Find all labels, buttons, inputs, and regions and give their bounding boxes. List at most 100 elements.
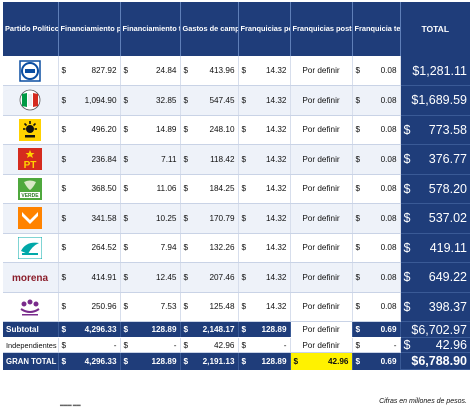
currency-sign: $ — [355, 340, 361, 350]
currency-sign: $ — [355, 154, 361, 164]
currency-sign: $ — [123, 213, 129, 223]
ordinarias-cell-value: 250.96 — [91, 302, 117, 312]
party-row: $1,094.90 $32.85 $547.45 $14.32 Por defi… — [3, 85, 470, 116]
total-cell-value: $1,281.11 — [412, 63, 467, 78]
currency-sign: $ — [61, 325, 67, 334]
gran-total-postales-campana-value: 42.96 — [328, 356, 349, 366]
currency-sign: $ — [183, 302, 189, 312]
currency-sign: $ — [61, 95, 67, 105]
ordinarias-cell-value: 341.58 — [91, 213, 117, 223]
telegrafica-cell: $0.08 — [352, 174, 401, 204]
especificas-cell-value: 7.11 — [161, 154, 177, 164]
postales-ordinario-cell: $14.32 — [238, 56, 291, 86]
especificas-cell: $12.45 — [120, 262, 181, 293]
postales-ordinario-cell-value: 14.32 — [266, 302, 287, 312]
currency-sign: $ — [241, 95, 247, 105]
currency-sign: $ — [241, 356, 247, 366]
especificas-cell: $7.11 — [120, 144, 181, 175]
campana-cell-value: 248.10 — [209, 125, 235, 135]
gran-total-ordinarias-value: 4,296.33 — [84, 356, 117, 366]
total-cell-value: 537.02 — [428, 211, 467, 226]
especificas-cell-value: 11.06 — [156, 184, 177, 194]
especificas-cell-value: 10.25 — [156, 213, 177, 223]
subtotal-postales-ordinario-value: 128.89 — [261, 325, 287, 334]
total-cell-value: 649.22 — [428, 270, 467, 285]
postales-campana-cell: Por definir — [290, 203, 353, 234]
ordinarias-cell: $1,094.90 — [58, 85, 121, 116]
currency-sign: $ — [355, 356, 361, 366]
total-cell: $773.58 — [400, 115, 470, 145]
currency-sign: $ — [183, 95, 189, 105]
telegrafica-cell-value: 0.08 — [380, 272, 397, 282]
svg-text:VERDE: VERDE — [22, 193, 40, 199]
header-especificas: Financiamiento total para Actividades Es… — [120, 2, 181, 56]
currency-sign: $ — [183, 243, 189, 253]
currency-sign: $ — [241, 243, 247, 253]
total-cell: $42.96 — [400, 337, 470, 353]
currency-sign: $ — [241, 184, 247, 194]
currency-sign: $ — [183, 66, 189, 75]
party-row: $496.20 $14.89 $248.10 $14.32 Por defini… — [3, 115, 470, 145]
independientes-postales-ordinario: $ - — [238, 337, 291, 353]
postales-ordinario-cell: $14.32 — [238, 262, 291, 293]
currency-sign: $ — [123, 125, 129, 135]
pri-logo — [3, 85, 59, 116]
header-telegrafica: Franquicia telegráfica — [352, 2, 401, 56]
currency-sign: $ — [123, 302, 129, 312]
postales-campana-cell: Por definir — [290, 292, 353, 322]
total-cell-value: $1,689.59 — [411, 93, 467, 108]
postales-ordinario-cell-value: 14.32 — [266, 66, 287, 75]
independientes-telegrafica: $ - — [352, 337, 401, 353]
telegrafica-cell: $0.08 — [352, 85, 401, 116]
header-postales-ordinario: Franquicias postales (ordinario) — [238, 2, 291, 56]
telegrafica-cell-value: 0.08 — [380, 213, 397, 223]
postales-campana-cell: Por definir — [290, 174, 353, 204]
currency-sign: $ — [355, 243, 361, 253]
currency-sign: $ — [403, 270, 411, 285]
postales-ordinario-cell-value: 14.32 — [266, 95, 287, 105]
independientes-ordinarias-value: - — [113, 340, 117, 350]
telegrafica-cell-value: 0.08 — [380, 184, 397, 194]
total-cell-value: 376.77 — [428, 152, 467, 167]
currency-sign: $ — [123, 325, 129, 334]
party-row: $250.96 $7.53 $125.48 $14.32 Por definir… — [3, 292, 470, 322]
currency-sign: $ — [241, 272, 247, 282]
especificas-cell-value: 7.94 — [160, 243, 177, 253]
total-cell: $537.02 — [400, 203, 470, 234]
currency-sign: $ — [183, 356, 189, 366]
campana-cell-value: 207.46 — [209, 272, 235, 282]
total-cell-value: $6,702.97 — [411, 322, 467, 337]
postales-ordinario-cell-value: 14.32 — [266, 272, 287, 282]
independientes-telegrafica-value: - — [393, 340, 397, 350]
ordinarias-cell-value: 368.50 — [91, 184, 117, 194]
telegrafica-cell-value: 0.08 — [380, 302, 397, 312]
ordinarias-cell: $414.91 — [58, 262, 121, 293]
currency-sign: $ — [61, 356, 67, 366]
currency-sign: $ — [123, 95, 129, 105]
especificas-cell-value: 12.45 — [156, 272, 177, 282]
postales-ordinario-cell: $14.32 — [238, 144, 291, 175]
currency-sign: $ — [123, 272, 129, 282]
currency-sign: $ — [183, 125, 189, 135]
currency-sign: $ — [123, 154, 129, 164]
currency-sign: $ — [355, 95, 361, 105]
campana-cell-value: 132.26 — [209, 243, 235, 253]
total-cell-value: $6,788.90 — [411, 354, 467, 368]
currency-sign: $ — [61, 184, 67, 194]
subtotal-especificas: $128.89 — [120, 321, 181, 338]
currency-sign: $ — [355, 125, 361, 135]
postales-ordinario-cell: $14.32 — [238, 85, 291, 116]
subtotal-campana-value: 2,148.17 — [202, 325, 235, 334]
postales-campana-cell: Por definir — [290, 56, 353, 86]
especificas-cell: $7.94 — [120, 233, 181, 263]
campana-cell-value: 170.79 — [209, 213, 235, 223]
total-cell: $419.11 — [400, 233, 470, 263]
independientes-especificas: $ - — [120, 337, 181, 353]
source-note-blur: ▂▂▂ ▂▂ — [60, 401, 81, 407]
subtotal-especificas-value: 128.89 — [151, 325, 177, 334]
postales-ordinario-cell: $14.32 — [238, 233, 291, 263]
telegrafica-cell: $0.08 — [352, 203, 401, 234]
total-cell: $6,788.90 — [400, 352, 470, 370]
subtotal-row: Subtotal $4,296.33 $128.89 $2,148.17 $12… — [3, 321, 470, 338]
gran-total-telegrafica: $0.69 — [352, 352, 401, 370]
